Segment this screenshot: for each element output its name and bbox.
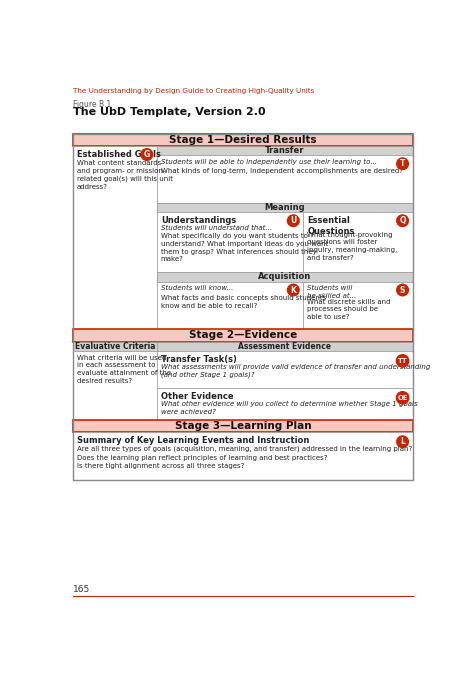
Text: Assessment Evidence: Assessment Evidence: [238, 342, 331, 351]
Text: Students will
be skilled at...: Students will be skilled at...: [307, 285, 356, 299]
Circle shape: [397, 158, 409, 170]
Text: Summary of Key Learning Events and Instruction: Summary of Key Learning Events and Instr…: [77, 437, 310, 445]
FancyBboxPatch shape: [73, 330, 413, 342]
Text: Students will be able to independently use their learning to...: Students will be able to independently u…: [161, 159, 377, 165]
Circle shape: [397, 284, 409, 296]
Text: Are all three types of goals (acquisition, meaning, and transfer) addressed in t: Are all three types of goals (acquisitio…: [77, 445, 412, 469]
Circle shape: [396, 392, 409, 404]
FancyBboxPatch shape: [73, 134, 413, 146]
FancyBboxPatch shape: [157, 273, 413, 281]
Text: Other Evidence: Other Evidence: [161, 392, 233, 401]
FancyBboxPatch shape: [157, 351, 413, 388]
Text: Evaluative Criteria: Evaluative Criteria: [75, 342, 155, 351]
Text: G: G: [144, 150, 150, 159]
Text: U: U: [290, 216, 296, 225]
Text: Stage 1—Desired Results: Stage 1—Desired Results: [169, 135, 317, 145]
Circle shape: [397, 215, 409, 226]
Text: S: S: [400, 285, 405, 294]
Text: T: T: [400, 159, 405, 168]
FancyBboxPatch shape: [73, 146, 157, 330]
Circle shape: [288, 215, 299, 226]
Circle shape: [396, 355, 409, 367]
Text: What criteria will be used
in each assessment to
evaluate attainment of the
desi: What criteria will be used in each asses…: [77, 355, 171, 384]
FancyBboxPatch shape: [157, 281, 303, 330]
Text: Transfer: Transfer: [265, 146, 304, 155]
FancyBboxPatch shape: [73, 351, 157, 420]
Circle shape: [397, 436, 409, 447]
Text: OE: OE: [398, 395, 408, 401]
Text: Q: Q: [399, 216, 406, 225]
Text: What facts and basic concepts should students
know and be able to recall?: What facts and basic concepts should stu…: [161, 296, 326, 309]
FancyBboxPatch shape: [157, 342, 413, 351]
Text: K: K: [291, 285, 296, 294]
Text: Figure B.1: Figure B.1: [73, 100, 111, 109]
Text: TT: TT: [398, 358, 407, 364]
FancyBboxPatch shape: [157, 212, 303, 273]
Text: What kinds of long-term, independent accomplishments are desired?: What kinds of long-term, independent acc…: [161, 167, 403, 174]
FancyBboxPatch shape: [73, 342, 157, 351]
Text: Established Goals: Established Goals: [77, 150, 161, 159]
Text: 165: 165: [73, 585, 91, 594]
Text: What other evidence will you collect to determine whether Stage 1 goals
were ach: What other evidence will you collect to …: [161, 401, 418, 415]
Circle shape: [288, 284, 299, 296]
FancyBboxPatch shape: [157, 203, 413, 212]
FancyBboxPatch shape: [157, 146, 413, 155]
FancyBboxPatch shape: [73, 420, 413, 433]
FancyBboxPatch shape: [157, 388, 413, 420]
Text: What content standards
and program- or mission-
related goal(s) will this unit
a: What content standards and program- or m…: [77, 160, 173, 190]
FancyBboxPatch shape: [73, 433, 413, 480]
Text: Students will understand that...: Students will understand that...: [161, 225, 272, 231]
Text: Transfer Task(s): Transfer Task(s): [161, 355, 237, 363]
Circle shape: [141, 148, 153, 160]
Text: What discrete skills and
processes should be
able to use?: What discrete skills and processes shoul…: [307, 298, 391, 320]
Text: The UbD Template, Version 2.0: The UbD Template, Version 2.0: [73, 106, 266, 117]
FancyBboxPatch shape: [157, 155, 413, 203]
Text: What specifically do you want students to
understand? What important ideas do yo: What specifically do you want students t…: [161, 233, 328, 262]
Text: Acquisition: Acquisition: [258, 273, 311, 281]
Text: Meaning: Meaning: [264, 203, 305, 212]
Text: What thought-provoking
questions will foster
inquiry, meaning-making,
and transf: What thought-provoking questions will fo…: [307, 231, 398, 261]
Text: Understandings: Understandings: [161, 216, 236, 225]
Text: What assessments will provide valid evidence of transfer and understanding
(and : What assessments will provide valid evid…: [161, 364, 430, 378]
FancyBboxPatch shape: [303, 212, 413, 273]
Text: The Understanding by Design Guide to Creating High-Quality Units: The Understanding by Design Guide to Cre…: [73, 87, 315, 94]
Text: Stage 3—Learning Plan: Stage 3—Learning Plan: [174, 421, 311, 431]
Text: Stage 2—Evidence: Stage 2—Evidence: [189, 330, 297, 340]
Text: Students will know...: Students will know...: [161, 285, 233, 292]
FancyBboxPatch shape: [303, 281, 413, 330]
Text: Essential
Questions: Essential Questions: [307, 216, 355, 236]
Text: L: L: [400, 437, 405, 446]
